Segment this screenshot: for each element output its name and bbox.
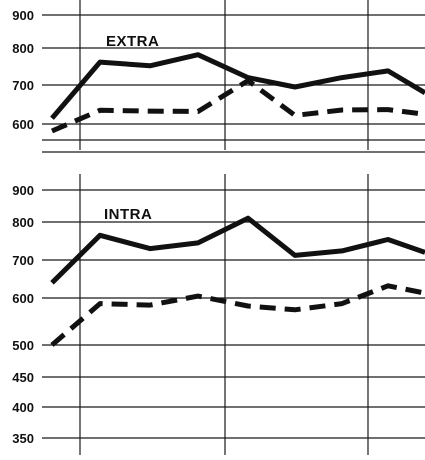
extra-tick-label-800: 800 [12, 41, 34, 56]
intra-tick-label-700: 700 [12, 253, 34, 268]
intra-panel-label: INTRA [104, 206, 152, 223]
extra-tick-label-900: 900 [12, 8, 34, 23]
intra-tick-label-800: 800 [12, 215, 34, 230]
extra-panel-label: EXTRA [106, 33, 159, 50]
intra-series-dashed-line [52, 286, 425, 345]
intra-tick-label-600: 600 [12, 291, 34, 306]
intra-tick-label-450: 450 [12, 370, 34, 385]
intra-tick-label-500: 500 [12, 338, 34, 353]
extra-tick-label-600: 600 [12, 117, 34, 132]
intra-tick-label-400: 400 [12, 400, 34, 415]
intra-tick-label-350: 350 [12, 431, 34, 446]
intra-series-solid-line [52, 218, 425, 283]
intra-tick-label-900: 900 [12, 183, 34, 198]
extra-tick-label-700: 700 [12, 78, 34, 93]
